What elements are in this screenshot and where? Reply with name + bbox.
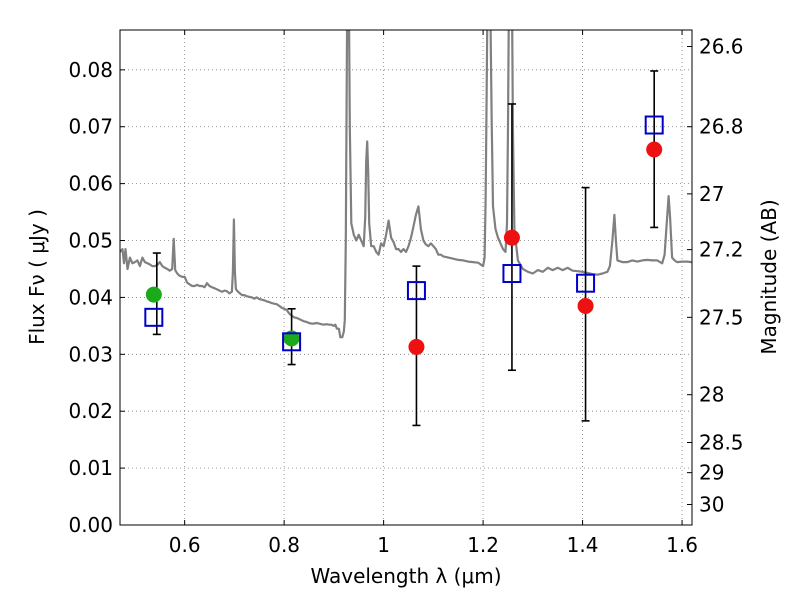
y-tick-label: 0.03	[68, 342, 113, 366]
green-point	[283, 330, 300, 347]
magnitude-tick-label: 28.5	[699, 431, 744, 455]
magnitude-tick-label: 30	[699, 493, 724, 517]
x-tick-label: 1.4	[567, 533, 599, 557]
magnitude-tick-label: 26.8	[699, 115, 744, 139]
blue-square-marker	[144, 307, 164, 327]
tick-labels: 0.6 0.8 1 1.2 1.4 1.6 0.00 0.01 0.02 0.03 0.04 0.05…	[68, 35, 743, 558]
x-axis-title: Wavelength λ (μm)	[310, 564, 501, 588]
magnitude-tick-label: 27.5	[699, 305, 744, 329]
blue-square-marker	[282, 332, 302, 352]
y-tick-label: 0.01	[68, 456, 113, 480]
axis-ticks	[120, 30, 692, 526]
y-tick-label: 0.07	[68, 115, 113, 139]
red-point	[503, 229, 520, 246]
y-tick-label: 0.08	[68, 58, 113, 82]
x-tick-label: 1	[377, 533, 390, 557]
magnitude-tick-label: 29	[699, 461, 724, 485]
x-tick-label: 0.8	[268, 533, 300, 557]
y-tick-label: 0.02	[68, 399, 113, 423]
right-axis-title: Magnitude (AB)	[757, 199, 781, 354]
y-axis-title: Flux Fν ( μJy )	[25, 209, 49, 345]
blue-square-marker	[502, 264, 522, 284]
model-spectrum-line	[120, 30, 692, 339]
red-point	[408, 338, 425, 355]
x-tick-label: 1.6	[666, 533, 698, 557]
y-tick-label: 0.05	[68, 229, 113, 253]
data-points	[144, 115, 664, 355]
green-point	[145, 286, 162, 303]
red-point	[646, 141, 663, 158]
magnitude-tick-label: 27	[699, 182, 724, 206]
magnitude-tick-label: 27.2	[699, 238, 744, 262]
blue-square-marker	[644, 115, 664, 135]
spectrum-layer	[120, 30, 692, 339]
x-tick-label: 1.2	[467, 533, 499, 557]
y-tick-label: 0.06	[68, 172, 113, 196]
blue-square-marker	[406, 281, 426, 301]
y-tick-label: 0.04	[68, 285, 113, 309]
x-tick-label: 0.6	[169, 533, 201, 557]
red-point	[577, 297, 594, 314]
blue-square-marker	[576, 273, 596, 293]
plot-frame	[119, 29, 693, 526]
magnitude-tick-label: 28	[699, 383, 724, 407]
y-tick-label: 0.00	[68, 513, 113, 537]
magnitude-tick-label: 26.6	[699, 35, 744, 59]
